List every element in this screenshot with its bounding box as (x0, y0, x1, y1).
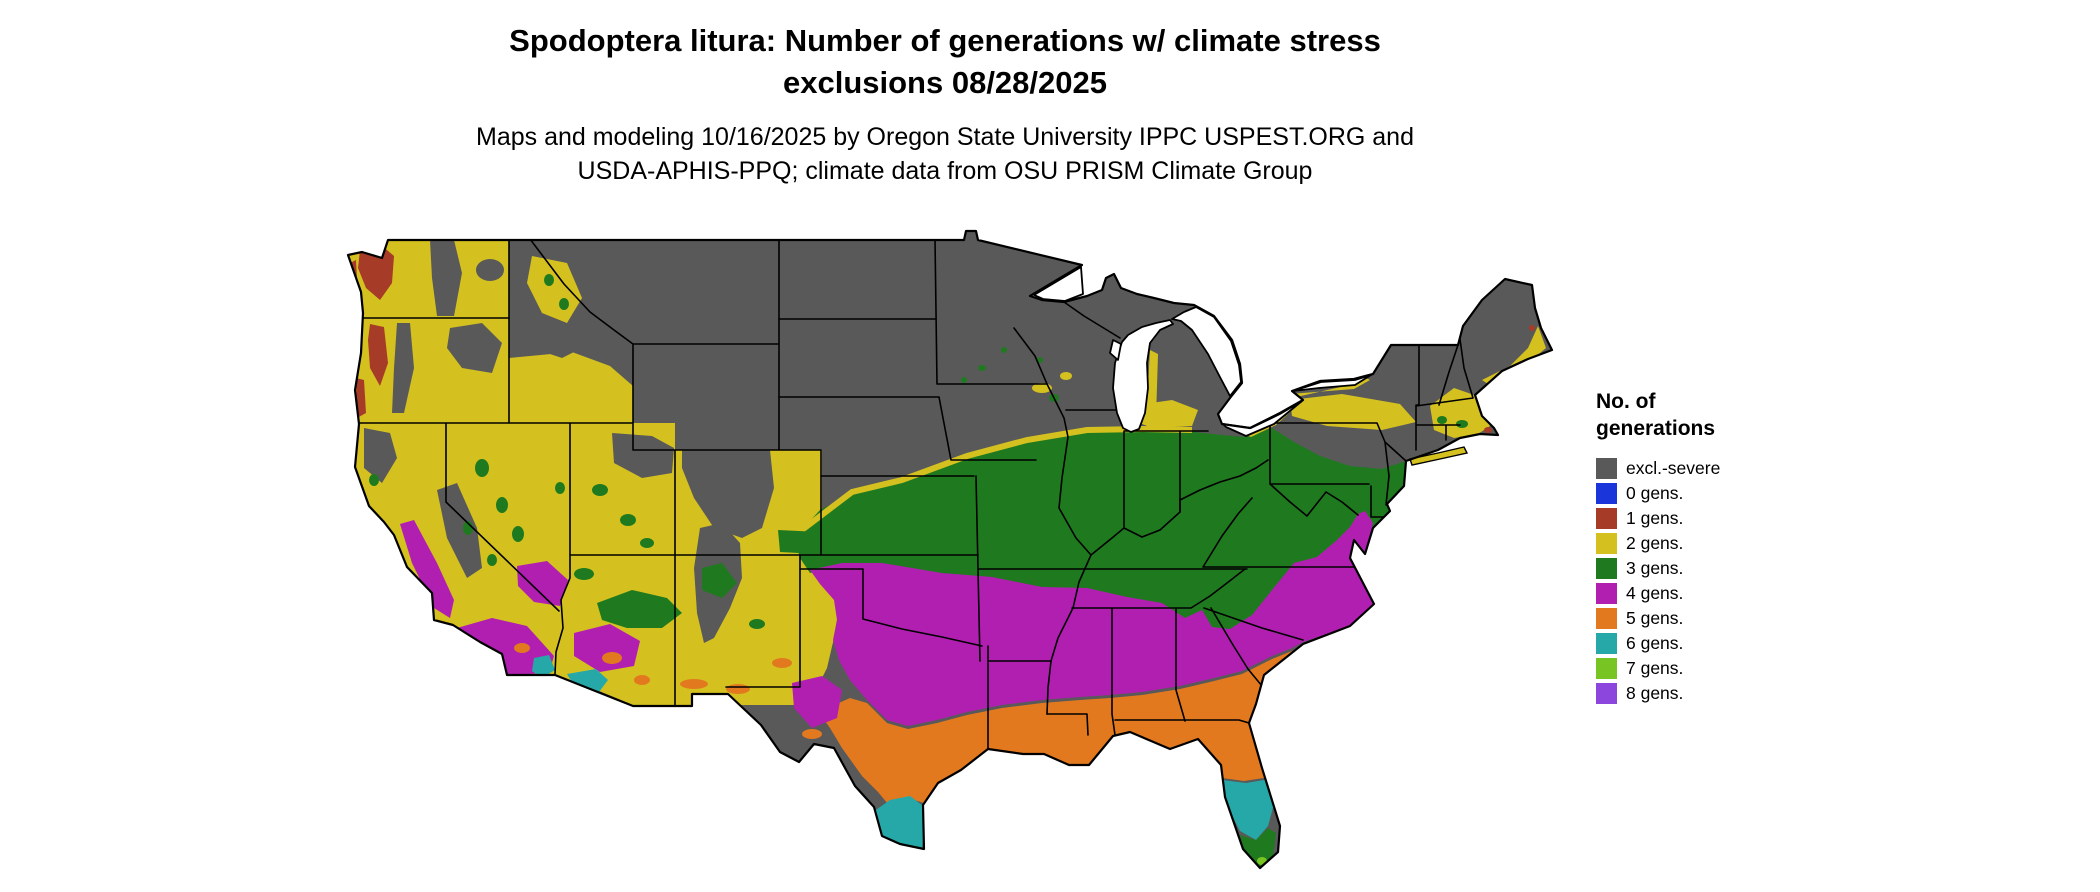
lake-huron (1171, 306, 1242, 397)
map-title-line1: Spodoptera litura: Number of generations… (509, 23, 1381, 58)
legend-label: 4 gens. (1626, 583, 1684, 603)
legend-label: 8 gens. (1626, 683, 1684, 703)
legend: No. of generations excl.-severe 0 gens. … (1596, 388, 1720, 706)
legend-title-line2: generations (1596, 417, 1716, 440)
legend-swatch (1596, 583, 1617, 604)
legend-item: 5 gens. (1596, 606, 1720, 631)
legend-item: 3 gens. (1596, 556, 1720, 581)
legend-swatch (1596, 558, 1617, 579)
legend-swatch (1596, 483, 1617, 504)
legend-swatch (1596, 508, 1617, 529)
legend-swatch (1596, 683, 1617, 704)
map-title-line2: exclusions 08/28/2025 (782, 65, 1107, 100)
legend-swatch (1596, 458, 1617, 479)
legend-item: 1 gens. (1596, 506, 1720, 531)
map-subtitle-line1: Maps and modeling 10/16/2025 by Oregon S… (476, 123, 1414, 151)
legend-label: excl.-severe (1626, 458, 1721, 478)
legend-label: 6 gens. (1626, 633, 1684, 653)
lake-michigan (1112, 319, 1174, 433)
legend-label: 2 gens. (1626, 533, 1684, 553)
us-outline (346, 229, 1554, 870)
green-bay (1109, 339, 1122, 361)
legend-items: excl.-severe 0 gens. 1 gens. 2 gens. 3 g… (1596, 456, 1720, 706)
us-generations-map (346, 229, 1554, 870)
legend-label: 5 gens. (1626, 608, 1684, 628)
legend-item: 6 gens. (1596, 631, 1720, 656)
legend-swatch (1596, 633, 1617, 654)
legend-item: excl.-severe (1596, 456, 1720, 481)
map-subtitle: Maps and modeling 10/16/2025 by Oregon S… (0, 120, 1890, 188)
legend-label: 3 gens. (1626, 558, 1684, 578)
legend-swatch (1596, 533, 1617, 554)
legend-swatch (1596, 608, 1617, 629)
us-map (342, 228, 1562, 888)
legend-item: 8 gens. (1596, 681, 1720, 706)
legend-item: 2 gens. (1596, 531, 1720, 556)
state-borders (353, 238, 1474, 749)
long-island (1409, 446, 1469, 466)
legend-title: No. of generations (1596, 388, 1720, 442)
map-title: Spodoptera litura: Number of generations… (0, 20, 1890, 104)
legend-item: 7 gens. (1596, 656, 1720, 681)
legend-label: 1 gens. (1626, 508, 1684, 528)
map-subtitle-line2: USDA-APHIS-PPQ; climate data from OSU PR… (577, 157, 1313, 185)
legend-title-line1: No. of (1596, 390, 1656, 413)
great-lakes (1033, 266, 1372, 437)
legend-label: 0 gens. (1626, 483, 1684, 503)
legend-item: 4 gens. (1596, 581, 1720, 606)
legend-label: 7 gens. (1626, 658, 1684, 678)
legend-swatch (1596, 658, 1617, 679)
legend-item: 0 gens. (1596, 481, 1720, 506)
